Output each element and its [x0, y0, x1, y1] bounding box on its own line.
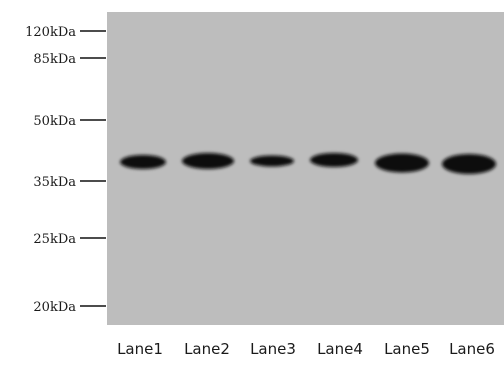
marker-20kda: 20kDa [33, 300, 106, 315]
lane-label-2: Lane2 [184, 340, 230, 358]
lane-label-1: Lane1 [117, 340, 163, 358]
band-lane3 [250, 155, 294, 167]
marker-85kda: 85kDa [33, 52, 106, 67]
lane-label-6: Lane6 [449, 340, 495, 358]
band-lane1 [120, 155, 166, 169]
marker-ladder: 120kDa 85kDa 50kDa 35kDa 25kDa 20kDa [25, 25, 106, 315]
band-lane5 [375, 153, 429, 173]
marker-120kda: 120kDa [25, 25, 106, 40]
band-lane2 [182, 153, 234, 169]
marker-label: 120kDa [25, 25, 76, 40]
lane-label-5: Lane5 [384, 340, 430, 358]
marker-label: 35kDa [33, 175, 76, 190]
blot-membrane [107, 12, 504, 325]
marker-35kda: 35kDa [33, 175, 106, 190]
lane-label-4: Lane4 [317, 340, 363, 358]
marker-25kda: 25kDa [33, 232, 106, 247]
protein-bands [120, 153, 496, 174]
band-lane4 [310, 153, 358, 167]
lane-labels: Lane1 Lane2 Lane3 Lane4 Lane5 Lane6 [117, 340, 495, 358]
band-lane6 [442, 154, 496, 174]
marker-50kda: 50kDa [33, 114, 106, 129]
marker-label: 85kDa [33, 52, 76, 67]
marker-label: 25kDa [33, 232, 76, 247]
marker-label: 20kDa [33, 300, 76, 315]
lane-label-3: Lane3 [250, 340, 296, 358]
marker-label: 50kDa [33, 114, 76, 129]
